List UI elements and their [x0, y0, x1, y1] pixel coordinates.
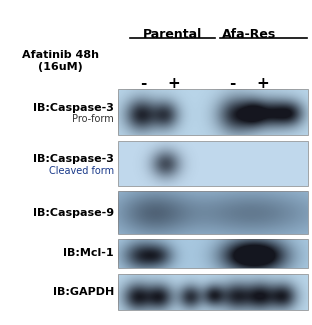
Bar [118, 274, 308, 310]
Text: Afatinib 48h: Afatinib 48h [22, 50, 99, 60]
Text: Pro-form: Pro-form [72, 114, 114, 124]
Bar [118, 89, 308, 135]
Bar [118, 191, 308, 234]
Text: +: + [257, 76, 269, 91]
Bar [118, 239, 308, 268]
Text: IB:GAPDH: IB:GAPDH [53, 287, 114, 297]
Text: IB:Caspase-3: IB:Caspase-3 [33, 154, 114, 164]
Text: Afa-Res: Afa-Res [222, 28, 276, 41]
Text: IB:Mcl-1: IB:Mcl-1 [63, 249, 114, 258]
Text: (16uM): (16uM) [38, 62, 82, 72]
Bar [118, 141, 308, 186]
Text: IB:Caspase-9: IB:Caspase-9 [33, 207, 114, 217]
Text: IB:Caspase-3: IB:Caspase-3 [33, 103, 114, 113]
Text: Cleaved form: Cleaved form [49, 165, 114, 176]
Text: Parental: Parental [142, 28, 202, 41]
Text: -: - [140, 76, 146, 91]
Text: +: + [168, 76, 180, 91]
Text: -: - [229, 76, 235, 91]
